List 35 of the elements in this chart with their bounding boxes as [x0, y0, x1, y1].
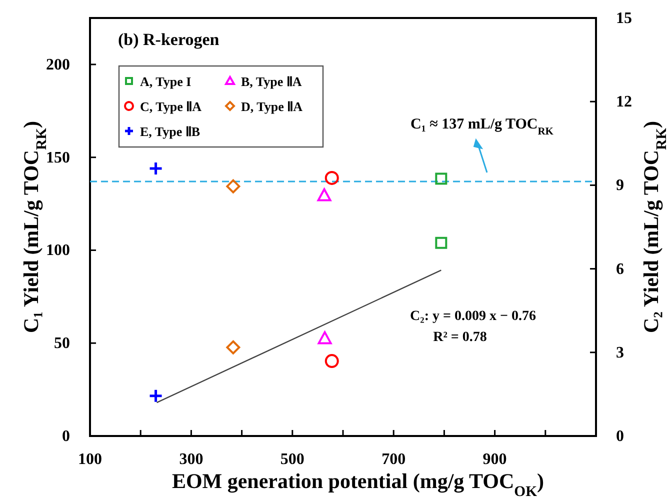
- y2-tick-label: 15: [616, 10, 632, 27]
- x-tick-label: 900: [482, 451, 507, 468]
- y-tick-label: 150: [46, 149, 70, 166]
- legend-label: D, Type ⅡA: [241, 99, 304, 114]
- point: [435, 236, 448, 249]
- text: (b) R-kerogen: [118, 30, 220, 49]
- x-tick-label: 100: [78, 451, 102, 468]
- x-tick-label: 300: [179, 451, 204, 468]
- y2-tick-label: 3: [616, 344, 624, 362]
- legend-label: B, Type ⅡA: [241, 74, 302, 89]
- ref-line-label: C₁ ≈ 137 mL/g TOC$_{RK}$: [410, 116, 554, 137]
- y2-tick-label: 9: [616, 177, 624, 194]
- point: [226, 179, 240, 194]
- point: [148, 161, 164, 176]
- y2-tick-label: 6: [616, 260, 624, 278]
- annotation: R² = 0.78: [433, 330, 487, 345]
- point: [226, 340, 240, 354]
- point: [148, 388, 164, 404]
- legend-label: E, Type ⅡB: [140, 124, 200, 139]
- x-axis-title: EOM generation potential (mg/g TOC$_{OK}$): [172, 469, 544, 500]
- point: [317, 188, 332, 202]
- point: [318, 331, 332, 344]
- x-tick-label: 700: [382, 451, 406, 468]
- legend-label: C, Type ⅡA: [140, 99, 202, 114]
- point: [435, 172, 448, 185]
- y-tick-label: 200: [46, 56, 70, 74]
- y-tick-label: 0: [62, 428, 70, 445]
- legend-label: A, Type I: [140, 74, 192, 89]
- y2-tick-label: 12: [616, 94, 632, 111]
- annotation: C₂: y = 0.009 x − 0.76: [410, 309, 536, 324]
- point: [324, 354, 339, 368]
- point: [324, 170, 339, 185]
- x-tick-label: 500: [280, 451, 304, 468]
- y2-tick-label: 0: [616, 428, 624, 445]
- y-tick-label: 50: [54, 335, 70, 352]
